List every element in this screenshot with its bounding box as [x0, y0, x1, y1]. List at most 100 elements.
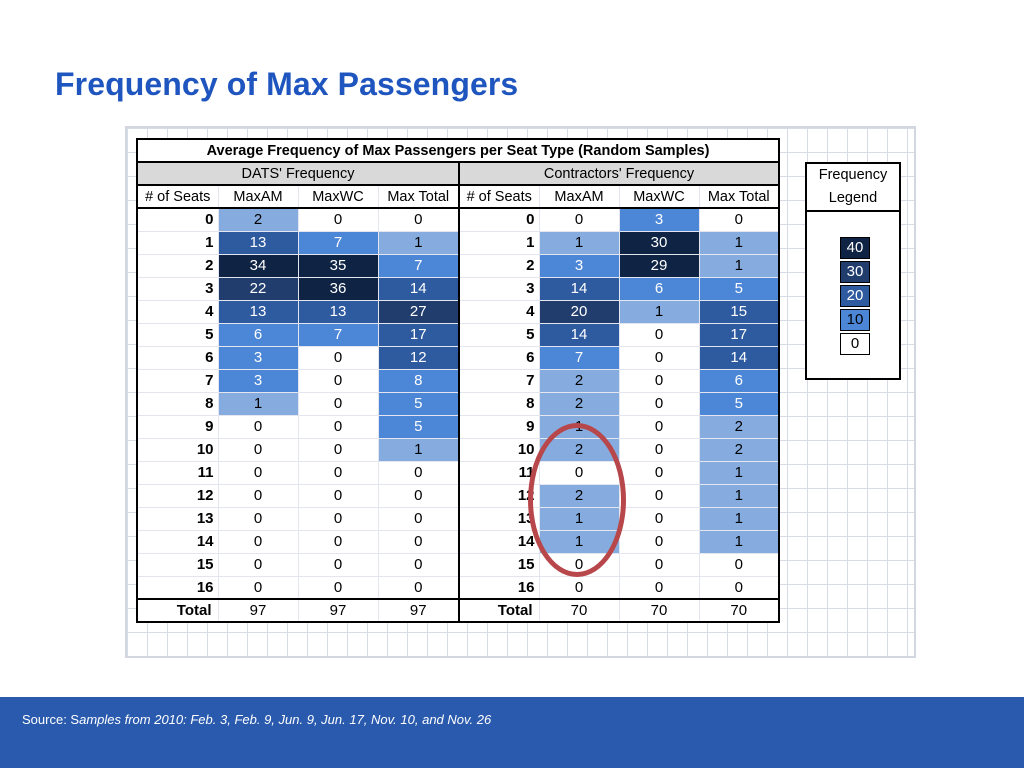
contractor-total-cell: 70 [698, 598, 780, 623]
dats-value-cell: 27 [377, 299, 460, 324]
total-label: Total [136, 598, 219, 623]
dats-value-cell: 7 [297, 230, 379, 255]
contractor-total-cell: 70 [538, 598, 620, 623]
dats-value-cell: 0 [297, 207, 379, 232]
contractor-value-cell: 1 [538, 529, 620, 554]
dats-value-cell: 0 [297, 506, 379, 531]
contractor-value-cell: 1 [538, 414, 620, 439]
contractor-value-cell: 14 [538, 322, 620, 347]
dats-value-cell: 12 [377, 345, 460, 370]
seat-count-cell: 15 [458, 552, 540, 577]
dats-value-cell: 0 [217, 506, 299, 531]
table-row: 13 0 0 0 13 1 0 1 [136, 506, 780, 531]
dats-value-cell: 0 [217, 552, 299, 577]
contractor-value-cell: 17 [698, 322, 780, 347]
dats-value-cell: 13 [297, 299, 379, 324]
contractor-value-cell: 0 [538, 575, 620, 600]
column-header: # of Seats [136, 184, 219, 209]
table-caption: Average Frequency of Max Passengers per … [136, 138, 780, 163]
frequency-table: Average Frequency of Max Passengers per … [136, 138, 780, 623]
dats-value-cell: 1 [377, 230, 460, 255]
dats-value-cell: 0 [217, 460, 299, 485]
seat-count-cell: 1 [136, 230, 219, 255]
dats-value-cell: 3 [217, 368, 299, 393]
dats-value-cell: 14 [377, 276, 460, 301]
contractor-value-cell: 7 [538, 345, 620, 370]
contractor-value-cell: 0 [618, 483, 700, 508]
frequency-table-wrap: Average Frequency of Max Passengers per … [136, 138, 780, 623]
dats-value-cell: 0 [217, 529, 299, 554]
dats-value-cell: 5 [377, 391, 460, 416]
contractor-value-cell: 5 [698, 276, 780, 301]
contractor-value-cell: 30 [618, 230, 700, 255]
legend-level-0: 0 [840, 333, 870, 355]
dats-value-cell: 8 [377, 368, 460, 393]
contractor-value-cell: 0 [698, 575, 780, 600]
seat-count-cell: 9 [136, 414, 219, 439]
seat-count-cell: 11 [136, 460, 219, 485]
seat-count-cell: 5 [458, 322, 540, 347]
table-row: 6 3 0 12 6 7 0 14 [136, 345, 780, 370]
column-header: # of Seats [458, 184, 540, 209]
contractor-value-cell: 2 [538, 483, 620, 508]
dats-total-cell: 97 [297, 598, 379, 623]
contractor-value-cell: 3 [538, 253, 620, 278]
contractor-value-cell: 0 [538, 552, 620, 577]
dats-value-cell: 13 [217, 299, 299, 324]
contractor-value-cell: 29 [618, 253, 700, 278]
contractor-value-cell: 6 [618, 276, 700, 301]
seat-count-cell: 6 [136, 345, 219, 370]
dats-value-cell: 7 [377, 253, 460, 278]
seat-count-cell: 14 [458, 529, 540, 554]
contractor-total-cell: 70 [618, 598, 700, 623]
dats-value-cell: 0 [297, 391, 379, 416]
table-row: 5 6 7 17 5 14 0 17 [136, 322, 780, 347]
total-label: Total [458, 598, 540, 623]
table-row: 12 0 0 0 12 2 0 1 [136, 483, 780, 508]
contractor-value-cell: 15 [698, 299, 780, 324]
contractor-value-cell: 1 [538, 506, 620, 531]
contractor-value-cell: 1 [618, 299, 700, 324]
seat-count-cell: 8 [136, 391, 219, 416]
seat-count-cell: 6 [458, 345, 540, 370]
dats-value-cell: 0 [217, 575, 299, 600]
table-row: 14 0 0 0 14 1 0 1 [136, 529, 780, 554]
seat-count-cell: 13 [458, 506, 540, 531]
seat-count-cell: 2 [136, 253, 219, 278]
dats-value-cell: 0 [377, 529, 460, 554]
dats-value-cell: 0 [377, 506, 460, 531]
dats-total-cell: 97 [217, 598, 299, 623]
footer-source: Source: Samples from 2010: Feb. 3, Feb. … [22, 712, 491, 727]
table-row: 3 22 36 14 3 14 6 5 [136, 276, 780, 301]
contractor-value-cell: 2 [698, 414, 780, 439]
contractor-value-cell: 1 [538, 230, 620, 255]
legend-level-20: 20 [840, 285, 870, 307]
contractor-value-cell: 14 [698, 345, 780, 370]
dats-value-cell: 13 [217, 230, 299, 255]
contractor-value-cell: 3 [618, 207, 700, 232]
column-header: MaxWC [618, 184, 700, 209]
source-text: amples from 2010: Feb. 3, Feb. 9, Jun. 9… [79, 712, 492, 727]
contractor-value-cell: 0 [618, 391, 700, 416]
seat-count-cell: 14 [136, 529, 219, 554]
contractor-value-cell: 20 [538, 299, 620, 324]
contractor-value-cell: 1 [698, 506, 780, 531]
seat-count-cell: 8 [458, 391, 540, 416]
contractor-value-cell: 0 [698, 552, 780, 577]
seat-count-cell: 16 [136, 575, 219, 600]
dats-value-cell: 17 [377, 322, 460, 347]
seat-count-cell: 13 [136, 506, 219, 531]
dats-value-cell: 2 [217, 207, 299, 232]
seat-count-cell: 3 [458, 276, 540, 301]
seat-count-cell: 10 [458, 437, 540, 462]
seat-count-cell: 0 [136, 207, 219, 232]
legend-title-line2: Legend [828, 190, 878, 206]
contractor-value-cell: 1 [698, 230, 780, 255]
seat-count-cell: 12 [458, 483, 540, 508]
dats-value-cell: 6 [217, 322, 299, 347]
contractor-value-cell: 2 [538, 368, 620, 393]
source-label: Source: S [22, 712, 80, 727]
seat-count-cell: 3 [136, 276, 219, 301]
